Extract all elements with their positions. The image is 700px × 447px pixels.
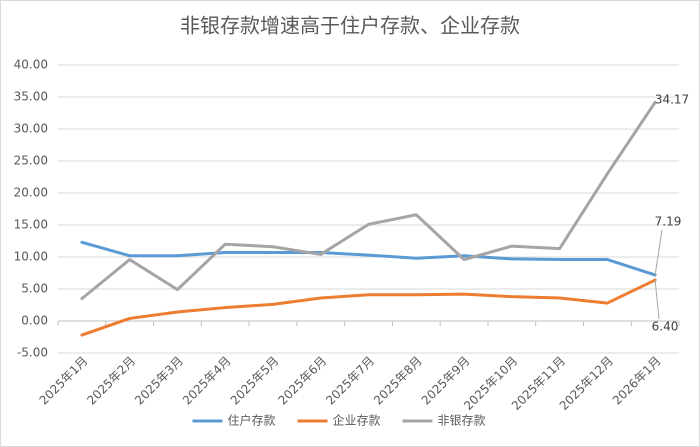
y-tick-label: 40.00 [14, 58, 48, 72]
legend-label: 住户存款 [228, 413, 276, 428]
y-tick-label: 5.00 [21, 282, 48, 296]
series-line [80, 100, 657, 301]
data-label: 7.19 [655, 215, 682, 229]
y-tick-label: 15.00 [14, 218, 48, 232]
legend-label: 企业存款 [333, 413, 381, 428]
series-line [80, 278, 657, 337]
legend-label: 非银存款 [438, 414, 486, 428]
y-tick-label: 20.00 [14, 186, 48, 200]
y-tick-label: 10.00 [14, 250, 48, 264]
y-tick-label: 25.00 [14, 154, 48, 168]
y-tick-label: 35.00 [14, 90, 48, 104]
data-label: 34.17 [655, 93, 689, 107]
data-label: 6.40 [652, 320, 679, 334]
y-tick-label: -5.00 [17, 346, 48, 360]
label-leader [654, 279, 660, 320]
y-tick-label: 0.00 [21, 314, 48, 328]
chart-title: 非银存款增速高于住户存款、企业存款 [180, 14, 520, 38]
y-tick-label: 30.00 [14, 122, 48, 136]
label-leader [654, 229, 663, 276]
series-line [80, 240, 657, 277]
